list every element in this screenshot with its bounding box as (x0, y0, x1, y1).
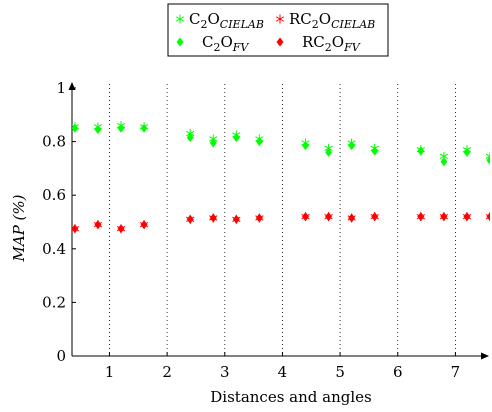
point-star-green (462, 145, 472, 155)
point-star-red (462, 212, 472, 222)
point-star-green (72, 122, 80, 132)
point-diamond-green (440, 157, 448, 167)
point-star-green (324, 143, 333, 153)
legend-label-2: C2OFV (202, 33, 249, 54)
x-tick-label: 3 (220, 363, 230, 381)
grid (109, 84, 456, 356)
point-star-red (72, 224, 80, 234)
y-tick-label: 0.6 (42, 186, 66, 204)
tick-labels: 0 0.2 0.4 0.6 0.8 1 1 2 3 4 5 6 7 (42, 79, 460, 381)
y-tick-label: 0.4 (42, 240, 66, 258)
point-star-green (439, 151, 449, 161)
point-star-green (301, 138, 310, 148)
point-star-green (255, 134, 264, 144)
legend-box (167, 3, 389, 57)
x-tick-label: 7 (451, 363, 461, 381)
point-star-red (416, 212, 425, 222)
legend-marker-1 (275, 14, 285, 24)
point-star-green (139, 122, 149, 132)
x-tick-label: 2 (162, 363, 172, 381)
point-star-red (209, 213, 218, 223)
y-tick-label: 1 (56, 79, 66, 97)
point-star-green (347, 138, 356, 148)
point-star-green (186, 129, 195, 139)
legend-label-3: RC2OFV (302, 33, 361, 54)
x-tick-label: 5 (335, 363, 345, 381)
point-star-green (209, 134, 218, 144)
y-tick-label: 0 (56, 347, 66, 365)
point-star-red (255, 213, 264, 223)
x-tick-label: 4 (278, 363, 288, 381)
point-star-green (116, 121, 126, 131)
point-star-green (485, 151, 490, 161)
point-star-red (93, 220, 103, 230)
point-star-red (139, 220, 149, 230)
y-axis-title: MAP (%) (10, 194, 28, 262)
point-star-red (347, 213, 356, 223)
point-star-green (93, 122, 103, 132)
legend-label-0: C2OCIELAB (189, 10, 264, 31)
y-axis-arrow (68, 82, 76, 90)
point-star-red (485, 212, 490, 222)
x-tick-label: 6 (393, 363, 403, 381)
point-star-green (416, 145, 425, 155)
x-axis-arrow (481, 352, 489, 360)
data-points (72, 121, 490, 234)
x-axis-title: Distances and angles (210, 388, 371, 406)
point-star-red (324, 212, 333, 222)
point-star-red (439, 212, 449, 222)
legend-marker-0 (175, 14, 185, 24)
point-star-red (301, 212, 310, 222)
legend: C2OCIELAB RC2OCIELAB C2OFV RC2OFV (167, 3, 389, 57)
legend-marker-3 (276, 37, 284, 47)
point-star-green (370, 143, 379, 153)
point-star-green (232, 130, 241, 140)
point-diamond-green (486, 155, 490, 165)
point-star-red (116, 224, 126, 234)
legend-marker-2 (176, 37, 184, 47)
y-tick-label: 0.2 (42, 293, 66, 311)
legend-label-1: RC2OCIELAB (289, 10, 375, 31)
x-tick-label: 1 (105, 363, 115, 381)
point-star-red (370, 212, 379, 222)
point-star-red (186, 214, 195, 224)
point-star-red (232, 214, 241, 224)
axes (68, 82, 489, 360)
y-tick-label: 0.8 (42, 133, 66, 151)
